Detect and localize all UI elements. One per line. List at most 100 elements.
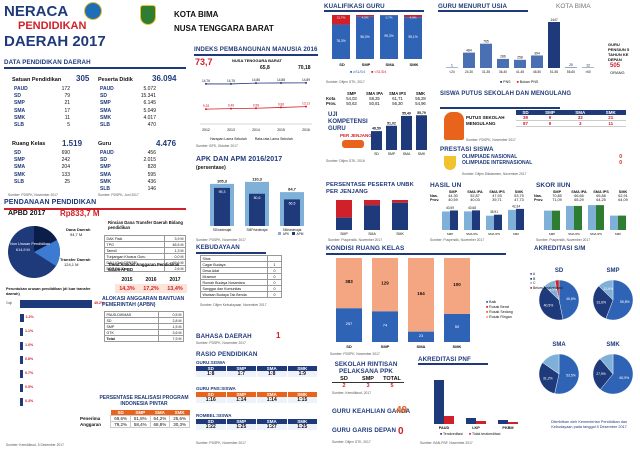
rasio-head: SD SMP SMA SMK: [196, 366, 318, 371]
x-tick-label: SMP: [388, 152, 396, 156]
stat-label: SMP: [100, 100, 111, 107]
putus-table: SD SMP SMA SMK PUTUS SEKOLAH 39 9 32 21 MENGULANG…: [466, 110, 626, 127]
mini-label: Nas.: [430, 194, 439, 198]
prestasi-label: OLIMPIADE INTERNASIONAL: [462, 160, 533, 166]
satuan-total: 305: [76, 74, 90, 83]
stat-label: SMK: [100, 114, 112, 121]
keahlian-value: 49: [396, 405, 408, 416]
realisasi-value: 30,3%: [169, 421, 190, 428]
mini-value: 64,09: [618, 198, 628, 202]
legend-label: APM: [297, 232, 304, 236]
x-tick-label: 24-30: [465, 70, 473, 74]
bar-tidak: [508, 422, 518, 424]
putus-label: MENGULANG: [466, 121, 496, 126]
mini-value: 71,09: [552, 198, 562, 202]
apbn-row: Total 7,9 M: [103, 335, 184, 342]
rincian-title: Rincian Dana Transfer Daerah Bidang pend…: [108, 220, 183, 230]
source-note: Sumber: Kemdikbud, 5 Desember 2017: [6, 443, 64, 447]
akreditasi-footer: Diterbitkan oleh Kementerian Pendidikan …: [550, 420, 628, 429]
tren-title: Trend Alokasi Anggaran Pendidikan dalam …: [108, 262, 180, 272]
stat-row: SLB 25: [14, 179, 70, 185]
peruntukan-row: Gaji 45.2%: [6, 299, 104, 309]
pie-label: 9,5%: [549, 287, 557, 291]
section-data-pendidikan: DATA PENDIDIKAN DAERAH: [4, 59, 91, 66]
pie-label-transfer: Transfer Daerah: [60, 257, 91, 262]
section-putus: SISWA PUTUS SEKOLAH DAN MENGULANG: [440, 91, 572, 97]
x-tick-label: SM/sederajat: [283, 228, 302, 232]
stat-value: 690: [61, 150, 70, 156]
tren-value: 14,3%: [119, 285, 135, 292]
un-value: 54,03: [346, 96, 357, 101]
data-label: 286: [500, 55, 506, 59]
un-head-cell: SMK: [415, 91, 426, 96]
peruntukan-bars: Gaji 45.2% 2.2% 1.1% 1.0% 0.8% 0.7% 0.5% 0.3%: [6, 299, 104, 414]
divider: [326, 253, 506, 255]
stat-row: SD 79: [14, 93, 70, 99]
bar-2017: [516, 208, 524, 230]
title-line-1: NERACA: [4, 3, 69, 20]
x-tick-label: 31-35: [482, 70, 490, 74]
pie-label-dana-daerah: Dana Daerah: [66, 227, 91, 232]
peruntukan-row: 0.3%: [6, 397, 96, 407]
putus-head-cell: SD: [516, 110, 536, 115]
apk-subtitle: (persentase): [196, 165, 226, 171]
ppk-value: 3: [366, 383, 370, 389]
tren-year: 2015: [121, 277, 133, 283]
x-tick-label: SMP: [549, 232, 556, 236]
bar-non-s1: [404, 15, 422, 18]
source-note: Sumber: Ditjen Dikdasmen, November 2017: [462, 172, 527, 176]
bar-s1: [356, 16, 374, 59]
data-label: 99,3%: [384, 34, 393, 38]
mini-value: 40,59: [448, 198, 458, 202]
rasio-row: 1:22 1:25 1:27 1:25: [196, 424, 318, 430]
legend-label: C: [533, 281, 536, 285]
rasio-head-cell: SMP: [226, 419, 256, 424]
data-label: 48,59: [372, 127, 381, 131]
source-note: Sumber: Ditjen Kebudayaan, November 2017: [200, 303, 267, 307]
pie-label: 31,2%: [543, 376, 553, 380]
peruntukan-value: 1.0%: [25, 343, 34, 347]
pensiun-label: GURU PENSIUN 5 TAHUN KE DEPAN: [608, 42, 630, 62]
legend-swatch: ■: [530, 272, 533, 276]
garis-depan-value: 0: [398, 426, 404, 437]
data-label: 9,58: [253, 103, 259, 107]
mini-value: 47,73: [514, 198, 524, 202]
bar-2016: [566, 205, 574, 230]
realisasi-label: Penerima: [80, 416, 101, 421]
satuan-list: PAUD 172 SD 79 SMP 21 SMA 17 SMK 11 SLB 5: [14, 86, 70, 128]
apbd-pie-chart: [8, 226, 61, 278]
peruntukan-row: 0.8%: [6, 355, 96, 365]
legend-swatch: ■: [530, 281, 533, 285]
stat-row: PAUD 5.072: [100, 86, 156, 92]
rasio-b-title: GURU PNS:SISWA: [196, 386, 236, 391]
legend-label: Rusak Ringan: [489, 315, 512, 319]
hasil-un-table: SMP SMA IPA SMA IPS SMK Nas. 44,30 52,87 47,93 5…: [430, 190, 530, 202]
un-head-cell: SMA IPS: [388, 91, 407, 96]
ppk-head-cell: SMP: [356, 376, 380, 383]
data-label: 95,3: [219, 190, 226, 194]
stat-row: SD 2.015: [100, 157, 156, 163]
mini-head: SMP SMA IPA SMA IPS SMK: [534, 190, 634, 194]
stat-row: SMP 828: [100, 164, 156, 170]
kondisi-bar-chart: 383 257 SD 129 74 SMP 164 23 SMA 100 50 SMK: [336, 258, 470, 349]
legend-s1: ■ ≥S1/D4: [350, 70, 366, 74]
apbd-value: Rp833,7 M: [60, 209, 100, 218]
legend-label: Rusak Sedang: [489, 310, 513, 314]
x-tick-label: <24: [449, 70, 455, 74]
x-tick-label: SMA IPS: [590, 232, 602, 236]
rasio-head-cell: SD: [196, 392, 226, 397]
stat-row: SD 690: [14, 150, 70, 156]
pie-slice: [554, 279, 560, 301]
stat-label: SLB: [100, 185, 110, 192]
rasio-a-title: GURU:SISWA: [196, 360, 226, 365]
bar-usia: [548, 22, 560, 68]
data-label: 21,7%: [337, 16, 346, 20]
stat-value: 25: [64, 178, 70, 185]
stat-row: SMA 595: [100, 172, 156, 178]
kualifikasi-bar-chart: 78,3% 21,7% 96,0% 4,0% 99,3% 0,7% 95,1% 4,9%: [332, 15, 422, 60]
data-point: [255, 107, 257, 110]
bar-baik: [336, 308, 362, 342]
x-tick-label: 46-50: [533, 70, 541, 74]
bar-unkp: [364, 200, 380, 206]
rasio-head-cell: SMA: [257, 366, 287, 371]
